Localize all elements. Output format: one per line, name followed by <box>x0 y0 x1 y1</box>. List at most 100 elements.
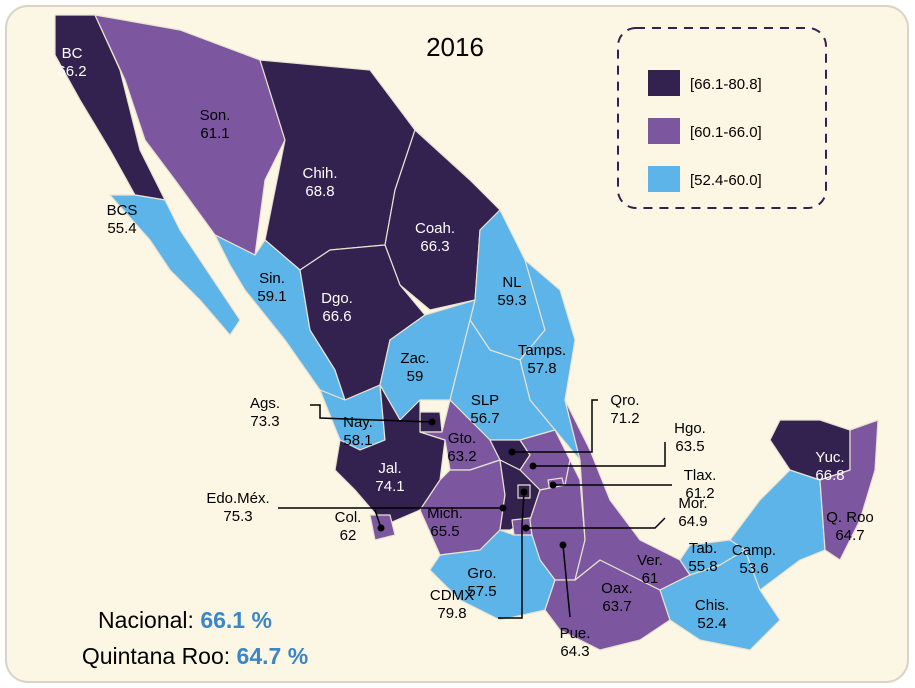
state-name: Edo.Méx. <box>206 490 269 507</box>
state-name: Tamps. <box>518 342 566 359</box>
state-name: Pue. <box>560 625 591 642</box>
legend-label: [52.4-60.0] <box>690 172 762 189</box>
state-value: 66.6 <box>322 308 351 325</box>
state-value: 56.7 <box>470 410 499 427</box>
state-region <box>659 549 781 651</box>
national: Nacional: 66.1 % <box>98 607 272 633</box>
legend-swatch <box>648 70 680 96</box>
state-name: Oax. <box>601 580 633 597</box>
state-name: NL <box>502 274 521 291</box>
state-name: Gto. <box>448 430 476 447</box>
state-value: 68.8 <box>305 183 334 200</box>
state-name: Hgo. <box>674 420 706 437</box>
state-name: Nay. <box>343 414 373 431</box>
state-value: 63.2 <box>447 448 476 465</box>
state-value: 61 <box>642 570 659 587</box>
state-value: 52.4 <box>697 615 726 632</box>
state-value: 73.3 <box>250 413 279 430</box>
legend-swatch <box>648 118 680 144</box>
state-name: Ver. <box>637 552 663 569</box>
state-value: 75.3 <box>223 508 252 525</box>
leader-line <box>533 442 666 467</box>
leader-dot <box>549 481 557 489</box>
state-value: 61.2 <box>685 485 714 502</box>
state-value: 71.2 <box>610 410 639 427</box>
state-name: Ags. <box>250 395 280 412</box>
state-value: 63.7 <box>602 598 631 615</box>
state-value: 64.3 <box>560 643 589 660</box>
state-name: Yuc. <box>815 449 844 466</box>
state-value: 58.1 <box>343 432 372 449</box>
state-value: 66.8 <box>815 467 844 484</box>
legend-label: [60.1-66.0] <box>690 124 762 141</box>
state-name: Chih. <box>302 165 337 182</box>
leader-dot <box>529 462 537 470</box>
state-name: Jal. <box>378 460 401 477</box>
state-name: Q. Roo <box>826 509 874 526</box>
state-name: Chis. <box>695 597 729 614</box>
state-value: 55.8 <box>688 558 717 575</box>
state-region <box>429 529 556 621</box>
legend-swatch <box>648 166 680 192</box>
legend-box <box>617 27 827 209</box>
state-value: 66.2 <box>57 63 86 80</box>
state-name: Mich. <box>427 505 463 522</box>
leader-line <box>498 491 525 619</box>
leader-dot <box>520 488 528 496</box>
state-name: Mor. <box>678 495 707 512</box>
regions <box>54 14 879 651</box>
state-value: 57.5 <box>467 583 496 600</box>
summary-value: 66.1 % <box>200 607 272 633</box>
leader-dot <box>508 448 516 456</box>
leader-line <box>526 517 666 529</box>
state-value: 63.5 <box>675 438 704 455</box>
state-name: BC <box>62 45 83 62</box>
leader-line <box>562 544 571 618</box>
state-name: Col. <box>335 509 362 526</box>
state-value: 59 <box>407 368 424 385</box>
state-name: Tlax. <box>684 467 717 484</box>
state-name: CDMX <box>430 587 474 604</box>
state-value: 62 <box>340 527 357 544</box>
state-region <box>384 129 501 311</box>
state-name: Gro. <box>467 565 496 582</box>
state-value: 66.3 <box>420 238 449 255</box>
state-value: 74.1 <box>375 478 404 495</box>
summary-label: Nacional: <box>98 607 194 633</box>
state-name: Coah. <box>415 220 455 237</box>
leader-dot <box>377 524 385 532</box>
state-value: 53.6 <box>739 560 768 577</box>
state-name: Camp. <box>732 542 776 559</box>
state-name: Son. <box>200 107 231 124</box>
state-name: Zac. <box>400 350 429 367</box>
leader-dot <box>559 541 567 549</box>
state-name: SLP <box>471 392 499 409</box>
state-value: 57.8 <box>527 360 556 377</box>
state-value: 55.4 <box>107 220 136 237</box>
state-value: 59.3 <box>497 292 526 309</box>
legend: [66.1-80.8] [60.1-66.0] [52.4-60.0] <box>648 70 762 192</box>
state-summary: Quintana Roo: 64.7 % <box>82 643 308 669</box>
leader-dot <box>499 504 507 512</box>
state-name: Tab. <box>689 540 717 557</box>
state-region <box>819 419 879 561</box>
state-name: Qro. <box>610 392 639 409</box>
leader-dot <box>522 524 530 532</box>
state-value: 65.5 <box>430 523 459 540</box>
summary-value: 64.7 % <box>237 643 309 669</box>
state-value: 59.1 <box>257 288 286 305</box>
state-name: Sin. <box>259 270 285 287</box>
state-value: 61.1 <box>200 125 229 142</box>
state-value: 64.7 <box>835 527 864 544</box>
state-value: 79.8 <box>437 605 466 622</box>
state-region <box>109 194 241 336</box>
state-value: 64.9 <box>678 513 707 530</box>
state-name: BCS <box>107 202 138 219</box>
state-name: Dgo. <box>321 290 353 307</box>
state-region <box>519 259 581 461</box>
summary-label: Quintana Roo: <box>82 643 230 669</box>
title: 2016 <box>426 32 484 62</box>
leader-line <box>310 404 433 423</box>
